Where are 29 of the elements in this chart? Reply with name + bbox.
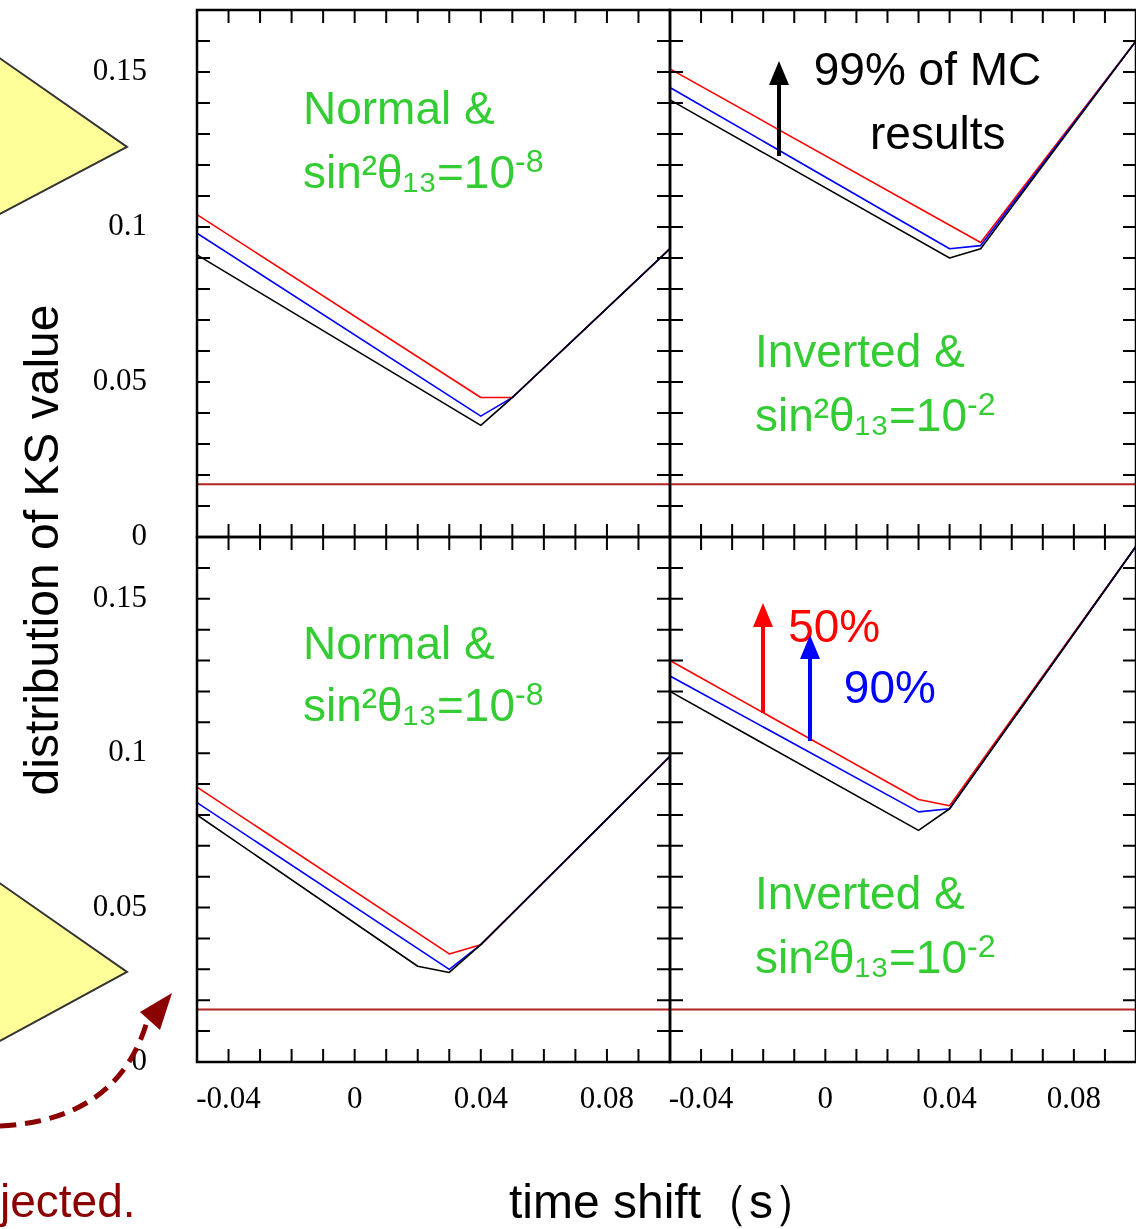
annotation: sin²θ₁₃=10$^{-2}$ xyxy=(755,386,996,442)
annotation: sin²θ₁₃=10$^{-2}$ xyxy=(755,928,996,984)
annotation: 99% of MC xyxy=(813,42,1042,95)
annotation: Normal & xyxy=(303,617,495,669)
annotation: 50% xyxy=(788,600,881,653)
x-tick-label: -0.04 xyxy=(668,1079,734,1115)
annotation: Normal & xyxy=(303,82,495,134)
annotation: sin²θ₁₃=10$^{-8}$ xyxy=(303,676,544,732)
annotation: sin²θ₁₃=10$^{-8}$ xyxy=(303,143,544,199)
y-tick-label: 0.1 xyxy=(108,733,147,769)
x-tick-label: 0.08 xyxy=(579,1079,635,1115)
annotation: Inverted & xyxy=(755,325,965,377)
x-axis-title: time shift（s） xyxy=(508,1175,822,1228)
y-tick-label: 0.05 xyxy=(92,887,147,923)
annotation: Inverted & xyxy=(755,867,965,919)
annotation: 90% xyxy=(843,660,936,713)
y-tick-label: 0.15 xyxy=(92,578,147,614)
x-tick-label: 0.04 xyxy=(922,1079,978,1115)
y-tick-label: 0.05 xyxy=(92,362,147,398)
x-tick-label: 0.04 xyxy=(453,1079,509,1115)
y-tick-label: 0 xyxy=(131,517,147,553)
y-axis-title: distribution of KS value xyxy=(15,304,68,796)
annotation: results xyxy=(870,107,1006,159)
y-tick-label: 0.15 xyxy=(92,52,147,88)
x-tick-label: 0.08 xyxy=(1046,1079,1101,1115)
x-tick-label: 0 xyxy=(346,1079,363,1115)
x-tick-label: 0 xyxy=(817,1079,834,1115)
y-tick-label: 0.1 xyxy=(108,207,147,243)
x-tick-label: -0.04 xyxy=(196,1079,262,1115)
